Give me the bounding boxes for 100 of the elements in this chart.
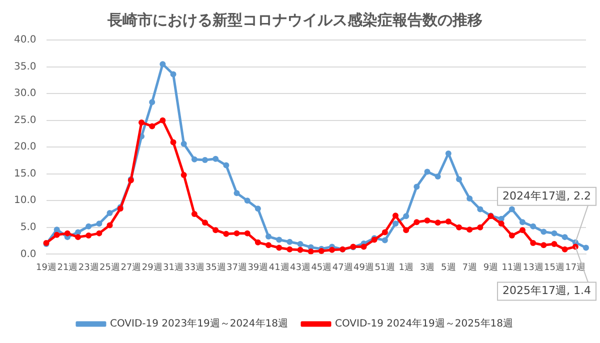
y-tick-label: 40.0 <box>14 34 36 46</box>
x-tick-label: 33週 <box>184 262 205 273</box>
annotation: 2024年17週, 2.2 <box>502 189 592 202</box>
point <box>106 222 113 228</box>
point <box>583 244 589 251</box>
point <box>180 140 187 147</box>
point <box>403 213 410 220</box>
point <box>477 206 484 212</box>
point <box>466 196 473 202</box>
point <box>266 234 272 240</box>
x-tick-label: 41週 <box>268 262 290 273</box>
point <box>212 227 219 234</box>
legend-label: COVID-19 2023年19週～2024年18週 <box>110 318 288 330</box>
point <box>86 232 92 238</box>
point <box>96 230 102 236</box>
x-tick-label: 49週 <box>354 262 374 273</box>
point <box>445 218 452 225</box>
x-tick-label: 15週 <box>544 262 564 273</box>
point <box>286 238 293 245</box>
point <box>54 226 60 233</box>
point <box>234 190 240 196</box>
point <box>392 212 399 219</box>
legend-label: COVID-19 2024年19週～2025年18週 <box>335 318 514 330</box>
point <box>191 211 198 218</box>
point <box>414 219 420 226</box>
x-tick-label: 1週 <box>398 262 414 273</box>
y-tick-label: 20.0 <box>14 142 36 153</box>
point <box>434 174 441 180</box>
point <box>106 210 113 216</box>
point <box>180 172 187 178</box>
x-tick-label: 3週 <box>420 262 435 273</box>
point <box>54 232 60 238</box>
point <box>86 223 92 230</box>
point <box>508 232 515 238</box>
point <box>170 71 176 78</box>
point <box>562 234 568 240</box>
annotation: 2025年17週, 1.4 <box>502 284 592 298</box>
point <box>403 227 410 234</box>
point <box>434 220 441 226</box>
x-tick-label: 35週 <box>205 262 226 273</box>
point <box>170 139 176 146</box>
point <box>266 242 272 248</box>
x-tick-label: 11週 <box>502 262 522 273</box>
point <box>223 162 230 168</box>
point <box>498 220 504 227</box>
point <box>520 219 526 226</box>
x-tick-label: 13週 <box>522 262 544 273</box>
y-tick-label: 15.0 <box>14 168 36 180</box>
x-tick-label: 45週 <box>311 262 332 273</box>
point <box>530 223 536 230</box>
point <box>244 230 250 236</box>
point <box>149 123 156 130</box>
point <box>96 220 102 227</box>
point <box>149 99 156 106</box>
point <box>254 206 261 212</box>
point <box>297 246 304 253</box>
point <box>286 246 293 252</box>
x-tick-label: 21週 <box>57 262 78 273</box>
point <box>308 248 314 254</box>
point <box>551 230 558 236</box>
x-tick-label: 25週 <box>100 262 120 273</box>
x-tick-label: 31週 <box>163 262 184 273</box>
x-tick-label: 23週 <box>78 262 99 273</box>
point <box>424 168 430 175</box>
x-tick-label: 47週 <box>332 262 353 273</box>
y-tick-label: 35.0 <box>14 61 36 72</box>
point <box>138 119 145 126</box>
point <box>520 227 526 234</box>
point <box>191 156 198 162</box>
point <box>456 176 462 182</box>
y-tick-label: 10.0 <box>14 195 36 206</box>
point <box>540 242 547 248</box>
point <box>297 241 304 248</box>
x-tick-label: 39週 <box>248 262 268 273</box>
point <box>329 246 336 253</box>
point <box>75 234 82 240</box>
point <box>477 224 484 230</box>
x-tick-label: 19週 <box>36 262 56 273</box>
y-tick-label: 30.0 <box>14 88 36 100</box>
point <box>254 239 261 246</box>
point <box>244 198 250 204</box>
point <box>540 228 547 235</box>
point <box>276 244 282 251</box>
point <box>202 156 208 163</box>
point <box>360 244 367 250</box>
x-tick-label: 5週 <box>441 262 456 273</box>
point <box>160 117 166 124</box>
point <box>466 226 473 233</box>
x-tick-label: 43週 <box>290 262 310 273</box>
point <box>64 230 70 236</box>
point <box>456 224 462 230</box>
point <box>508 206 515 212</box>
point <box>382 237 388 244</box>
x-tick-label: 51週 <box>374 262 396 273</box>
point <box>392 220 399 227</box>
point <box>424 217 430 224</box>
y-tick-label: 5.0 <box>20 222 36 234</box>
point <box>223 230 230 237</box>
point <box>551 241 558 248</box>
x-tick-label: 27週 <box>120 262 142 273</box>
